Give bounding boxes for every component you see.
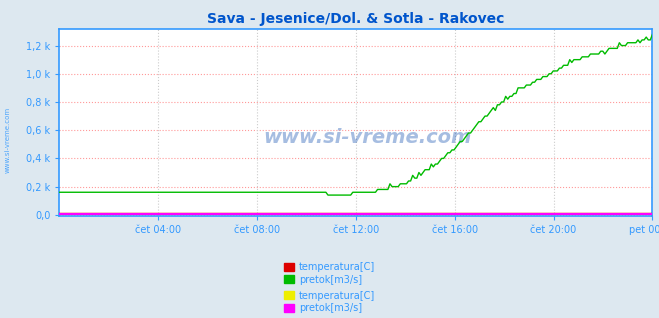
Legend: temperatura[C], pretok[m3/s]: temperatura[C], pretok[m3/s] [284, 262, 375, 285]
Text: www.si-vreme.com: www.si-vreme.com [5, 107, 11, 173]
Legend: temperatura[C], pretok[m3/s]: temperatura[C], pretok[m3/s] [284, 291, 375, 313]
Text: www.si-vreme.com: www.si-vreme.com [264, 128, 472, 147]
Title: Sava - Jesenice/Dol. & Sotla - Rakovec: Sava - Jesenice/Dol. & Sotla - Rakovec [207, 12, 505, 26]
